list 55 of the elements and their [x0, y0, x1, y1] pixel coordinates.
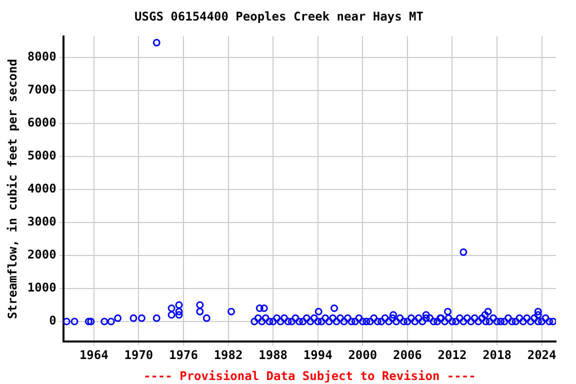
point — [534, 308, 542, 316]
point — [168, 304, 176, 312]
point — [481, 311, 489, 319]
point — [130, 314, 138, 322]
y-tick-label: 3000 — [27, 214, 56, 229]
point — [84, 318, 92, 326]
point — [330, 304, 338, 312]
y-tick-label: 8000 — [27, 50, 56, 64]
x-tick-label: 2012 — [438, 348, 467, 362]
point — [152, 314, 160, 322]
y-tick-label: 5000 — [27, 148, 56, 163]
y-tick-label: 1000 — [27, 280, 56, 295]
chart-title: USGS 06154400 Peoples Creek near Hays MT — [134, 9, 424, 24]
x-tick-label: 1964 — [79, 348, 108, 362]
text: ---- Provisional Data Subject to Revision ---- — [143, 369, 476, 383]
point — [87, 318, 95, 326]
point — [228, 308, 236, 316]
point — [460, 248, 468, 256]
point — [107, 318, 115, 326]
point — [168, 311, 176, 319]
x-tick-label: 2018 — [482, 348, 512, 362]
y-tick-label: 4000 — [27, 182, 56, 196]
y-tick-label: 2000 — [27, 248, 56, 262]
point — [202, 314, 210, 322]
point — [534, 311, 542, 319]
x-tick-label: 1988 — [258, 348, 288, 362]
point — [175, 311, 183, 319]
point — [390, 311, 398, 319]
y-axis-title: Streamflow, in cubic feet per second — [5, 58, 20, 320]
x-tick-label: 1994 — [303, 348, 332, 362]
y-tick-label: 6000 — [27, 116, 56, 130]
x-tick-label: 2000 — [348, 348, 378, 362]
point — [196, 308, 204, 316]
point — [138, 314, 146, 322]
x-tick-label: 2006 — [392, 348, 422, 362]
point — [175, 308, 183, 316]
point — [114, 314, 122, 322]
point — [152, 38, 160, 46]
point — [100, 318, 108, 326]
point — [314, 308, 322, 316]
point — [484, 308, 492, 316]
y-tick-label: 0 — [49, 314, 56, 328]
x-tick-label: 1982 — [214, 348, 243, 362]
x-tick-label: 2024 — [527, 348, 556, 362]
point — [256, 304, 264, 312]
x-tick-label: 1970 — [124, 348, 154, 362]
point — [175, 301, 183, 309]
point — [196, 301, 204, 309]
point — [63, 318, 70, 326]
point — [260, 304, 268, 312]
y-tick-label: 7000 — [27, 82, 56, 97]
point — [444, 308, 452, 316]
point — [422, 311, 430, 319]
x-tick-label: 1976 — [169, 348, 198, 362]
point — [70, 318, 78, 326]
